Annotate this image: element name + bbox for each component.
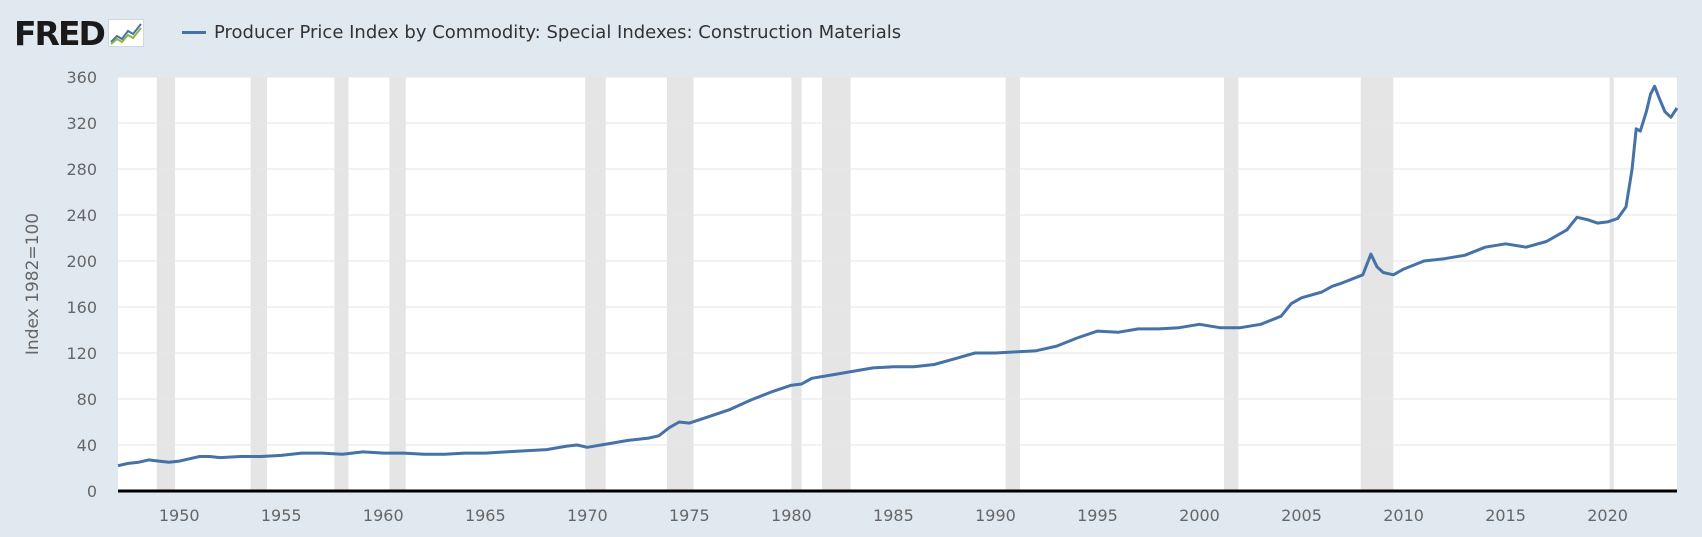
y-tick-label: 120 (66, 344, 97, 363)
y-tick-label: 360 (66, 68, 97, 87)
fred-logo-text: FRED (14, 13, 106, 53)
y-tick-label: 320 (66, 114, 97, 133)
series-line[interactable] (117, 84, 1679, 468)
legend: Producer Price Index by Commodity: Speci… (182, 22, 901, 43)
y-tick-label: 0 (87, 482, 97, 501)
recession-band-8 (1005, 77, 1020, 491)
recession-band-9 (1223, 77, 1239, 491)
recession-band-4 (585, 77, 606, 491)
recession-band-3 (389, 77, 406, 491)
x-tick-label: 1960 (363, 506, 404, 525)
recession-band-6 (791, 77, 802, 491)
x-tick-label: 1955 (261, 506, 302, 525)
y-axis-ticks: 0 40 80 120 160 200 240 280 320 360 (66, 68, 97, 501)
x-tick-label: 1990 (975, 506, 1016, 525)
y-tick-label: 80 (77, 390, 97, 409)
x-tick-label: 2005 (1281, 506, 1322, 525)
x-tick-label: 2010 (1383, 506, 1424, 525)
fred-logo[interactable]: FRED (14, 13, 144, 53)
y-tick-label: 40 (77, 436, 97, 455)
plot-area (118, 77, 1677, 491)
recession-band-11 (1609, 77, 1614, 491)
gridlines (118, 76, 1677, 446)
chart-header: FRED Producer Price Index by Commodity: … (0, 0, 1702, 66)
chart-line-icon (107, 19, 144, 47)
legend-swatch (182, 31, 206, 34)
x-tick-label: 1980 (771, 506, 812, 525)
recession-band-0 (156, 77, 176, 491)
recession-band-1 (250, 77, 267, 491)
x-tick-label: 2020 (1587, 506, 1628, 525)
recession-band-7 (821, 77, 851, 491)
y-tick-label: 200 (66, 252, 97, 271)
recession-band-2 (334, 77, 349, 491)
x-tick-label: 1995 (1077, 506, 1118, 525)
x-tick-label: 1985 (873, 506, 914, 525)
recession-bands (156, 77, 1614, 491)
x-tick-label: 2015 (1485, 506, 1526, 525)
x-tick-label: 2000 (1179, 506, 1220, 525)
y-axis-label: Index 1982=100 (23, 213, 43, 355)
x-axis-ticks: 1950 1955 1960 1965 1970 1975 1980 1985 1990 1995… (159, 506, 1628, 525)
x-tick-label: 1965 (465, 506, 506, 525)
recession-band-5 (666, 77, 694, 491)
x-tick-label: 1950 (159, 506, 200, 525)
y-tick-label: 280 (66, 160, 97, 179)
legend-series-label[interactable]: Producer Price Index by Commodity: Speci… (214, 22, 902, 43)
y-tick-label: 160 (66, 298, 97, 317)
y-tick-label: 240 (66, 206, 97, 225)
x-tick-label: 1975 (669, 506, 710, 525)
x-tick-label: 1970 (567, 506, 608, 525)
recession-band-10 (1360, 77, 1394, 491)
